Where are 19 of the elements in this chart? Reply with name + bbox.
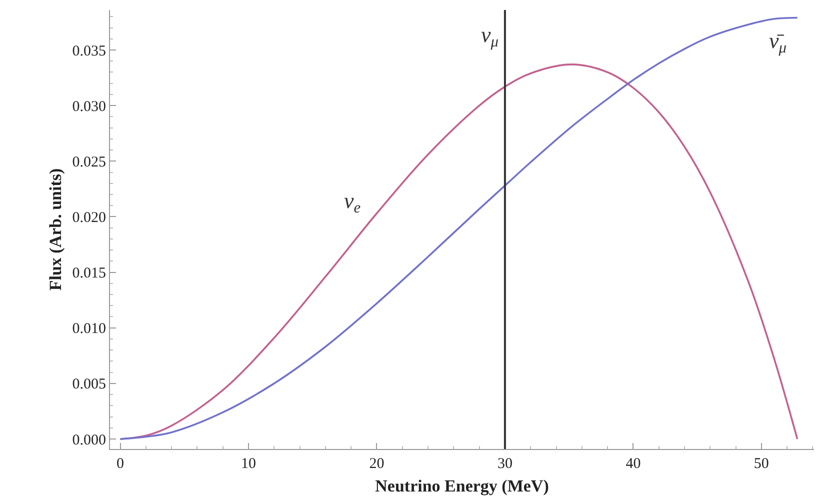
x-tick-label: 40 bbox=[626, 456, 641, 472]
ref-line-label: ν$_{μ}$ bbox=[481, 22, 499, 51]
y-tick-label: 0.000 bbox=[72, 432, 106, 448]
y-tick-label: 0.025 bbox=[72, 154, 106, 170]
x-tick-label: 50 bbox=[754, 456, 769, 472]
x-axis-title: Neutrino Energy (MeV) bbox=[375, 476, 549, 496]
y-tick-label: 0.020 bbox=[72, 210, 106, 226]
series-label: ν$_{e}$ bbox=[344, 188, 361, 217]
y-tick-label: 0.030 bbox=[72, 98, 106, 115]
y-tick-label: 0.015 bbox=[72, 266, 106, 282]
x-tick-label: 10 bbox=[240, 456, 256, 472]
y-tick-label: 0.035 bbox=[72, 43, 106, 60]
x-tick-label: 0 bbox=[116, 456, 124, 472]
y-tick-label: 0.010 bbox=[72, 321, 106, 338]
series-label: ν̄$_{μ}$ bbox=[769, 28, 787, 57]
x-tick-label: 20 bbox=[369, 456, 384, 472]
x-tick-label: 30 bbox=[497, 456, 512, 472]
y-axis-title: Flux (Arb. units) bbox=[46, 168, 65, 291]
y-tick-label: 0.005 bbox=[72, 376, 106, 393]
